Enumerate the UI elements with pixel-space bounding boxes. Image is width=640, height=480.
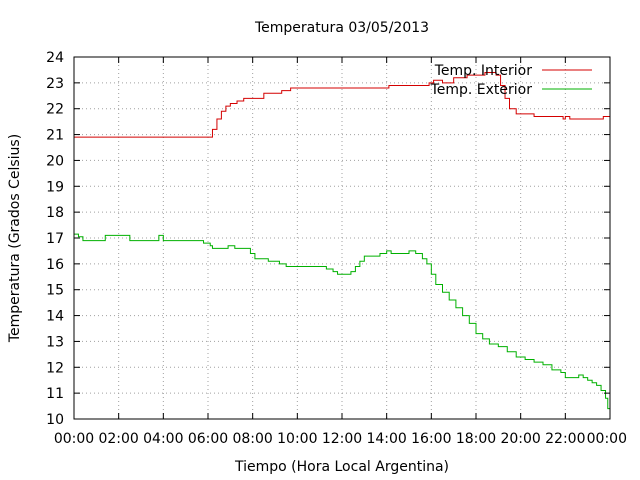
series-lines	[74, 72, 611, 412]
x-tick-label: 00:00	[587, 431, 627, 447]
x-tick-label: 14:00	[366, 431, 406, 447]
x-tick-label: 00:00	[54, 431, 94, 447]
legend: Temp. Interior Temp. Exterior	[430, 63, 592, 98]
y-tick-label: 15	[46, 283, 64, 299]
x-tick-label: 16:00	[411, 431, 451, 447]
x-tick-labels: 00:00 02:00 04:00 06:00 08:00 10:00 12:00 14:00…	[54, 431, 627, 447]
y-tick-label: 22	[46, 102, 64, 118]
y-tick-label: 19	[46, 179, 64, 195]
y-axis-label: Temperatura (Grados Celsius)	[7, 134, 23, 343]
x-axis-label: Tiempo (Hora Local Argentina)	[234, 459, 449, 475]
x-tick-label: 04:00	[143, 431, 183, 447]
y-tick-label: 16	[46, 257, 64, 273]
x-tick-label: 12:00	[322, 431, 362, 447]
series-line-interior	[74, 72, 610, 138]
x-tick-label: 08:00	[232, 431, 272, 447]
x-tick-label: 22:00	[545, 431, 585, 447]
series-line-exterior	[74, 233, 611, 412]
x-tick-label: 20:00	[500, 431, 540, 447]
y-tick-label: 20	[46, 153, 64, 169]
y-tick-label: 12	[46, 360, 64, 376]
y-tick-label: 18	[46, 205, 64, 221]
x-tick-label: 18:00	[456, 431, 496, 447]
y-tick-label: 11	[46, 386, 64, 402]
legend-label: Temp. Interior	[434, 63, 533, 79]
y-tick-label: 23	[46, 76, 64, 92]
legend-label: Temp. Exterior	[430, 82, 533, 98]
x-tick-label: 10:00	[277, 431, 317, 447]
chart-title: Temperatura 03/05/2013	[254, 20, 429, 36]
y-tick-label: 21	[46, 128, 64, 144]
y-tick-label: 10	[46, 412, 64, 428]
x-tick-label: 06:00	[188, 431, 228, 447]
y-tick-label: 13	[46, 334, 64, 350]
y-tick-label: 24	[46, 50, 64, 66]
y-tick-label: 17	[46, 231, 64, 247]
x-tick-label: 02:00	[98, 431, 138, 447]
y-tick-label: 14	[46, 309, 64, 325]
y-tick-labels: 10 11 12 13 14 15 16 17 18 19 20 21 22 23 24	[46, 50, 64, 428]
tick-marks	[73, 56, 611, 420]
